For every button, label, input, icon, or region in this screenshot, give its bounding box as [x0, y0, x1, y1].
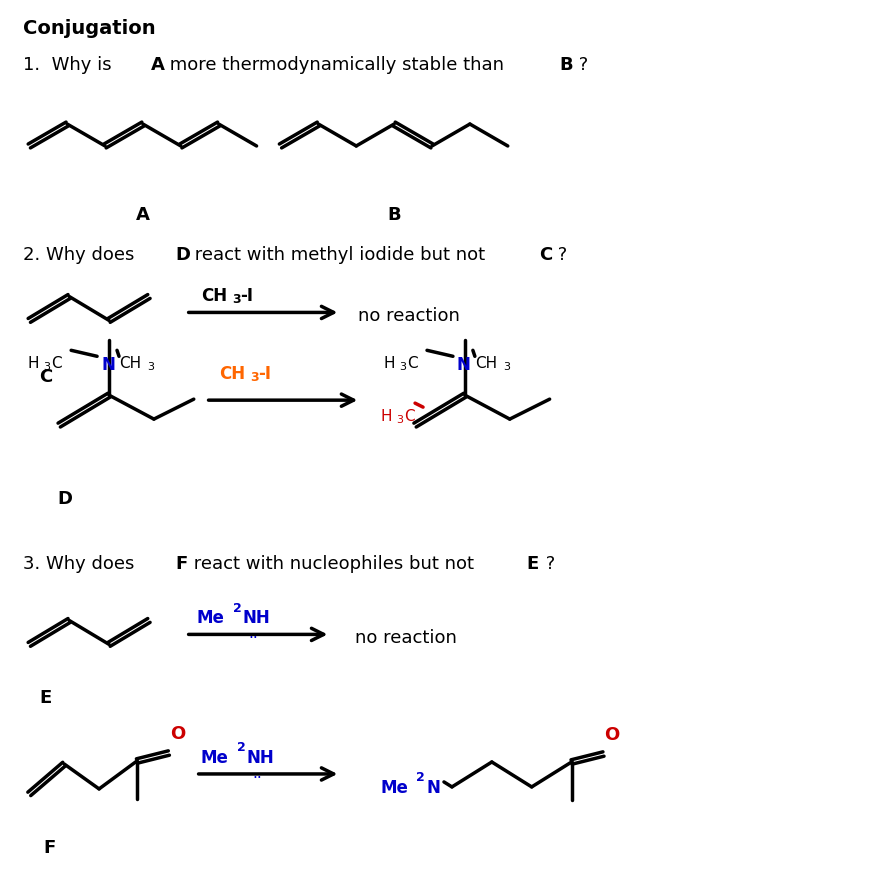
- Text: Me: Me: [196, 609, 224, 627]
- Text: Me: Me: [201, 749, 229, 767]
- Text: N: N: [426, 779, 440, 797]
- Text: CH: CH: [474, 357, 496, 371]
- Text: Me: Me: [380, 779, 408, 797]
- Text: E: E: [39, 689, 51, 707]
- Text: F: F: [176, 555, 188, 573]
- Text: react with methyl iodide but not: react with methyl iodide but not: [189, 246, 490, 263]
- Text: 3: 3: [502, 362, 509, 372]
- Text: 2: 2: [232, 601, 241, 615]
- Text: C: C: [403, 409, 415, 424]
- Text: H: H: [382, 357, 395, 371]
- Text: C: C: [51, 357, 62, 371]
- Text: ··: ··: [252, 771, 262, 786]
- Text: NH: NH: [246, 749, 274, 767]
- Text: no reaction: no reaction: [355, 629, 456, 648]
- Text: D: D: [176, 246, 190, 263]
- Text: ?: ?: [551, 246, 567, 263]
- Text: 3: 3: [250, 371, 259, 384]
- Text: B: B: [387, 206, 401, 224]
- Text: 3. Why does: 3. Why does: [23, 555, 140, 573]
- Text: CH: CH: [218, 366, 244, 383]
- Text: F: F: [43, 839, 56, 857]
- Text: 2: 2: [415, 771, 424, 784]
- Text: A: A: [150, 56, 164, 74]
- Text: C: C: [407, 357, 417, 371]
- Text: ··: ··: [249, 632, 258, 646]
- Text: 3: 3: [147, 362, 154, 372]
- Text: H: H: [380, 409, 391, 424]
- Text: no reaction: no reaction: [358, 307, 460, 325]
- Text: B: B: [559, 56, 573, 74]
- Text: C: C: [538, 246, 551, 263]
- Text: more thermodynamically stable than: more thermodynamically stable than: [163, 56, 509, 74]
- Text: NH: NH: [242, 609, 270, 627]
- Text: react with nucleophiles but not: react with nucleophiles but not: [188, 555, 479, 573]
- Text: ?: ?: [572, 56, 587, 74]
- Text: CH: CH: [201, 287, 227, 305]
- Text: C: C: [39, 368, 52, 386]
- Text: -I: -I: [258, 366, 271, 383]
- Text: CH: CH: [119, 357, 141, 371]
- Text: A: A: [136, 206, 149, 224]
- Text: 2. Why does: 2. Why does: [23, 246, 140, 263]
- Text: 1.  Why is: 1. Why is: [23, 56, 117, 74]
- Text: O: O: [169, 725, 185, 743]
- Text: O: O: [604, 726, 619, 744]
- Text: E: E: [526, 555, 538, 573]
- Text: -I: -I: [241, 287, 254, 305]
- Text: 3: 3: [232, 294, 241, 306]
- Text: D: D: [57, 490, 72, 508]
- Text: 2: 2: [236, 741, 245, 754]
- Text: 3: 3: [399, 362, 406, 372]
- Text: 3: 3: [43, 362, 50, 372]
- Text: 3: 3: [395, 415, 402, 425]
- Text: N: N: [456, 357, 470, 375]
- Text: ?: ?: [539, 555, 554, 573]
- Text: H: H: [27, 357, 39, 371]
- Text: Conjugation: Conjugation: [23, 20, 156, 39]
- Text: N: N: [101, 357, 115, 375]
